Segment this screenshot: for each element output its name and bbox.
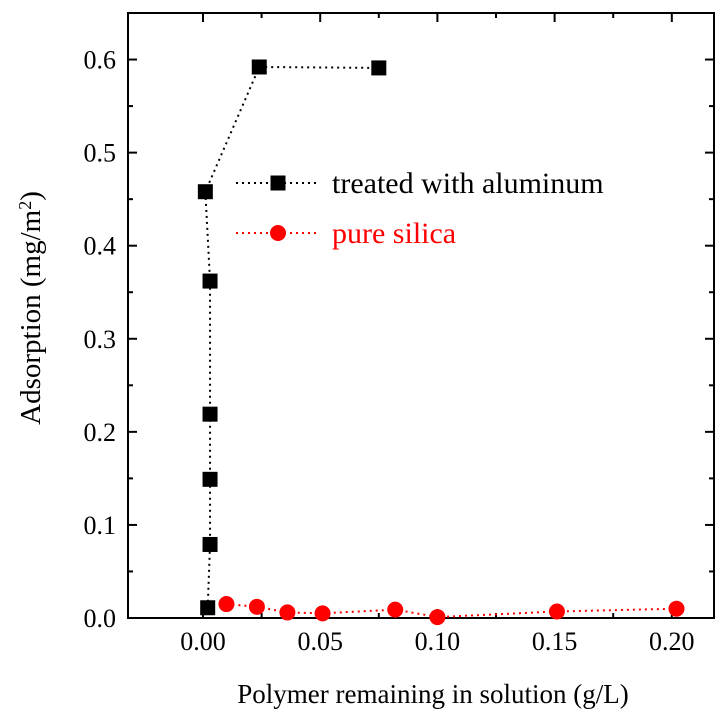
data-point-circle [314,605,331,622]
y-tick-label: 0.2 [84,418,117,447]
y-tick-label: 0.1 [84,511,117,540]
data-series [197,59,685,626]
y-axis-label-superscript: 2 [15,201,35,210]
data-point-square [202,273,218,289]
tick-labels: 0.00 0.05 0.10 0.15 0.20 0.0 0.1 0.2 0.3 0.4 0.5 0.… [84,46,695,656]
data-point-square [202,471,218,487]
series-1 [218,596,685,626]
y-tick-label: 0.4 [84,232,117,261]
legend-marker [270,175,286,191]
legend-marker [270,225,286,241]
series-line [204,65,379,608]
legend-label: pure silica [332,217,456,250]
data-point-square [251,59,267,75]
data-point-square [202,536,218,552]
axis-ticks [128,12,714,619]
legend-label: treated with aluminum [332,167,604,200]
data-point-circle [668,600,685,617]
plot-frame [127,12,715,619]
y-tick-label: 0.6 [84,46,117,75]
series-0 [197,59,387,616]
legend-entry-1: pure silica [236,217,456,250]
plot-area [127,12,715,619]
x-axis-label: Polymer remaining in solution (g/L) [237,679,628,709]
y-axis-label: Adsorption (mg/m2) [15,191,47,425]
x-tick-label: 0.20 [649,627,695,656]
y-tick-label: 0.3 [84,325,117,354]
legend-entry-0: treated with aluminum [236,167,604,200]
data-point-square [202,406,218,422]
x-tick-label: 0.10 [415,627,461,656]
data-point-circle [218,596,235,613]
data-point-square [197,184,213,200]
data-point-circle [248,598,265,615]
y-tick-label: 0.5 [84,139,117,168]
data-point-square [371,60,387,76]
data-point-circle [548,603,565,620]
legend: treated with aluminum pure silica [236,167,604,250]
x-tick-label: 0.15 [532,627,578,656]
y-axis-label-text: Adsorption (mg/m [15,209,47,425]
y-tick-label: 0.0 [84,604,117,633]
data-point-circle [387,601,404,618]
series-line [226,603,677,619]
data-point-circle [429,609,446,626]
x-tick-label: 0.05 [297,627,343,656]
data-point-circle [279,604,296,621]
y-axis-label-close: ) [15,191,47,201]
data-point-square [200,600,216,616]
x-tick-label: 0.00 [180,627,226,656]
